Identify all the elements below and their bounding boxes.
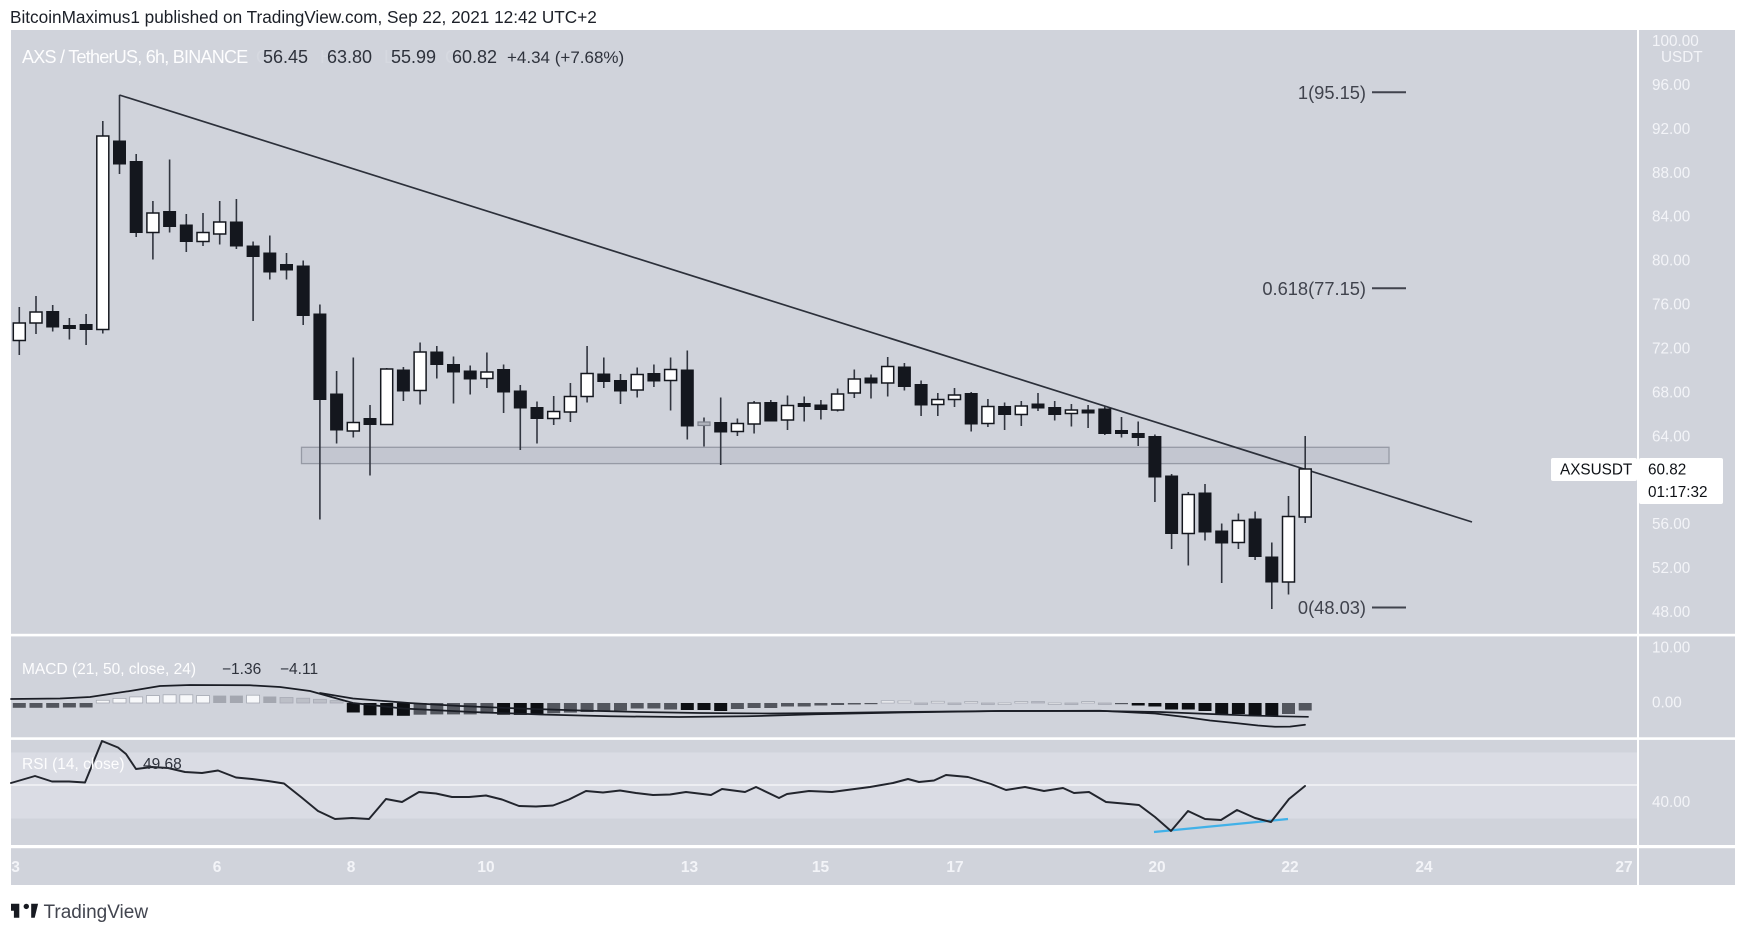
svg-text:USDT: USDT [1661,49,1703,66]
svg-text:10: 10 [477,859,494,876]
svg-text:0(48.03): 0(48.03) [1298,597,1366,618]
svg-text:88.00: 88.00 [1652,165,1690,182]
svg-text:L: L [384,47,394,67]
svg-text:1(95.15): 1(95.15) [1298,82,1366,103]
svg-text:56.00: 56.00 [1652,516,1690,533]
svg-text:60.82: 60.82 [1648,462,1686,479]
svg-text:01:17:32: 01:17:32 [1648,484,1708,501]
svg-text:RSI (14, close): RSI (14, close) [22,756,125,773]
svg-text:22: 22 [1281,859,1298,876]
svg-text:MACD (21, 50, close, 24): MACD (21, 50, close, 24) [22,661,196,678]
svg-text:13: 13 [681,859,699,876]
svg-text:92.00: 92.00 [1652,121,1690,138]
svg-text:17: 17 [946,859,963,876]
svg-text:84.00: 84.00 [1652,209,1690,226]
svg-text:8: 8 [347,859,356,876]
svg-text:55.99: 55.99 [391,47,436,67]
svg-text:56.45: 56.45 [263,47,308,67]
svg-text:−1.36: −1.36 [222,661,261,678]
svg-text:24: 24 [1415,859,1433,876]
svg-text:−4.11: −4.11 [280,661,318,678]
svg-text:80.00: 80.00 [1652,253,1690,270]
svg-text:72.00: 72.00 [1652,341,1690,358]
svg-text:20: 20 [1148,859,1165,876]
svg-text:6: 6 [213,859,222,876]
svg-text:27: 27 [1615,859,1632,876]
svg-text:0.618(77.15): 0.618(77.15) [1262,278,1366,299]
svg-text:60.82: 60.82 [452,47,497,67]
svg-text:H: H [320,47,333,67]
svg-text:76.00: 76.00 [1652,297,1690,314]
svg-text:C: C [445,47,458,67]
svg-text:15: 15 [812,859,830,876]
svg-text:TradingView: TradingView [44,902,149,923]
svg-text:AXS / TetherUS, 6h, BINANCE: AXS / TetherUS, 6h, BINANCE [22,47,248,67]
svg-text:48.00: 48.00 [1652,604,1690,621]
svg-text:+4.34 (+7.68%): +4.34 (+7.68%) [507,48,624,67]
svg-text:AXSUSDT: AXSUSDT [1560,462,1632,479]
svg-text:O: O [256,47,270,67]
svg-text:0.00: 0.00 [1652,695,1682,712]
svg-text:BitcoinMaximus1 published on T: BitcoinMaximus1 published on TradingView… [10,7,597,27]
svg-text:64.00: 64.00 [1652,428,1690,445]
svg-text:63.80: 63.80 [327,47,372,67]
svg-text:40.00: 40.00 [1652,794,1690,811]
svg-text:96.00: 96.00 [1652,77,1690,94]
svg-text:68.00: 68.00 [1652,384,1690,401]
svg-text:100.00: 100.00 [1652,33,1699,50]
svg-text:52.00: 52.00 [1652,560,1690,577]
svg-text:49.68: 49.68 [143,756,182,773]
svg-text:10.00: 10.00 [1652,640,1690,657]
svg-text:3: 3 [11,859,20,876]
